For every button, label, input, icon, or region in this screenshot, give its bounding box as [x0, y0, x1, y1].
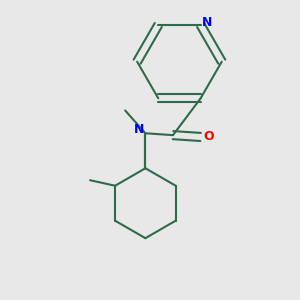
- Text: N: N: [134, 123, 144, 136]
- Text: N: N: [202, 16, 212, 29]
- Text: O: O: [203, 130, 214, 143]
